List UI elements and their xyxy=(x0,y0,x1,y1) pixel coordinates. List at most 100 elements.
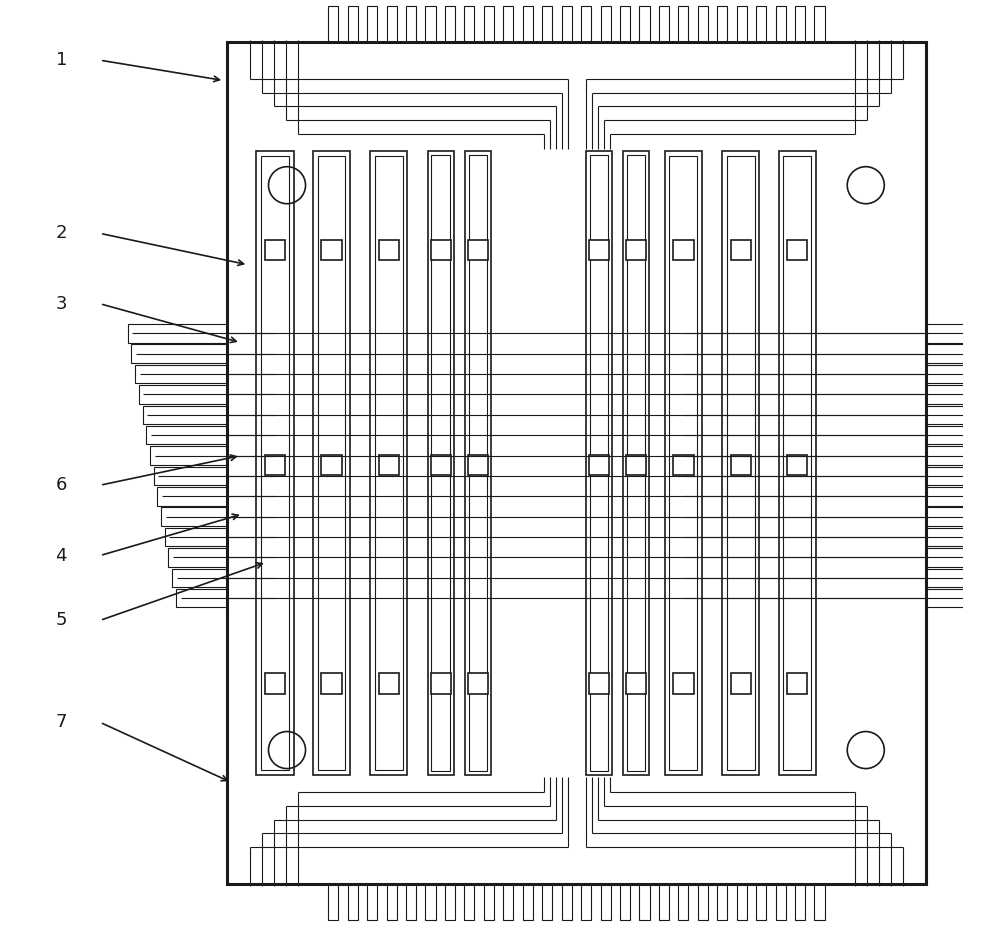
Bar xyxy=(165,528,227,546)
Text: 1: 1 xyxy=(56,51,67,69)
Bar xyxy=(367,884,377,920)
Bar xyxy=(589,455,609,475)
Bar xyxy=(146,426,227,444)
Bar xyxy=(387,884,397,920)
Bar xyxy=(256,151,294,775)
Bar xyxy=(387,6,397,42)
Bar xyxy=(620,884,630,920)
Bar xyxy=(731,240,751,260)
Bar xyxy=(601,6,611,42)
Bar xyxy=(265,673,285,694)
Bar xyxy=(503,6,513,42)
Bar xyxy=(731,455,751,475)
Text: 7: 7 xyxy=(56,713,67,732)
Bar xyxy=(542,6,552,42)
Bar xyxy=(627,155,645,771)
Bar xyxy=(926,467,999,485)
Bar xyxy=(626,673,646,694)
Bar xyxy=(484,6,494,42)
Bar xyxy=(172,569,227,587)
Bar xyxy=(348,6,358,42)
Bar xyxy=(926,365,1000,383)
Bar xyxy=(669,156,697,770)
Bar xyxy=(731,673,751,694)
Bar xyxy=(321,673,342,694)
Bar xyxy=(795,884,805,920)
Bar xyxy=(926,344,1000,363)
Bar xyxy=(586,151,612,775)
Bar xyxy=(926,487,995,506)
Text: 5: 5 xyxy=(56,611,67,630)
Bar xyxy=(581,6,591,42)
Bar xyxy=(370,151,407,775)
Text: 6: 6 xyxy=(56,476,67,494)
Bar xyxy=(445,6,455,42)
Bar xyxy=(698,884,708,920)
Bar xyxy=(523,884,533,920)
Bar xyxy=(562,6,572,42)
Bar xyxy=(379,240,399,260)
Bar xyxy=(756,6,766,42)
Bar xyxy=(562,884,572,920)
Bar xyxy=(776,884,786,920)
Bar xyxy=(313,151,350,775)
Bar xyxy=(128,324,227,343)
Bar xyxy=(722,151,759,775)
Bar xyxy=(737,6,747,42)
Bar xyxy=(581,884,591,920)
Bar xyxy=(589,240,609,260)
Bar xyxy=(639,884,650,920)
Bar xyxy=(673,455,694,475)
Bar xyxy=(814,884,825,920)
Bar xyxy=(321,455,342,475)
Bar xyxy=(673,240,694,260)
Bar xyxy=(926,385,1000,404)
Text: 4: 4 xyxy=(56,546,67,565)
Bar xyxy=(425,884,436,920)
Bar xyxy=(756,884,766,920)
Bar xyxy=(787,240,807,260)
Bar xyxy=(318,156,345,770)
Bar xyxy=(673,673,694,694)
Bar xyxy=(626,455,646,475)
Bar xyxy=(348,884,358,920)
Bar xyxy=(620,6,630,42)
Bar xyxy=(321,240,342,260)
Bar xyxy=(727,156,755,770)
Bar xyxy=(776,6,786,42)
Bar xyxy=(626,240,646,260)
Bar xyxy=(659,6,669,42)
Bar xyxy=(589,673,609,694)
Bar xyxy=(737,884,747,920)
Bar xyxy=(469,155,487,771)
Bar xyxy=(659,884,669,920)
Bar xyxy=(464,884,474,920)
Bar xyxy=(431,155,450,771)
Bar xyxy=(468,240,488,260)
Bar xyxy=(787,455,807,475)
Bar xyxy=(503,884,513,920)
Bar xyxy=(464,6,474,42)
Bar xyxy=(425,6,436,42)
Bar xyxy=(150,446,227,465)
Bar xyxy=(143,406,227,424)
Bar xyxy=(717,884,727,920)
Bar xyxy=(328,6,338,42)
Bar xyxy=(468,673,488,694)
Bar xyxy=(926,569,981,587)
Bar xyxy=(779,151,816,775)
Bar xyxy=(139,385,227,404)
Bar xyxy=(406,6,416,42)
Bar xyxy=(926,589,977,607)
Bar xyxy=(639,6,650,42)
Text: 3: 3 xyxy=(56,294,67,313)
Bar xyxy=(465,151,491,775)
Bar xyxy=(131,344,227,363)
Bar xyxy=(926,426,1000,444)
Bar xyxy=(406,884,416,920)
Bar xyxy=(431,240,451,260)
Bar xyxy=(665,151,702,775)
Bar xyxy=(135,365,227,383)
Bar xyxy=(814,6,825,42)
Bar xyxy=(227,42,926,884)
